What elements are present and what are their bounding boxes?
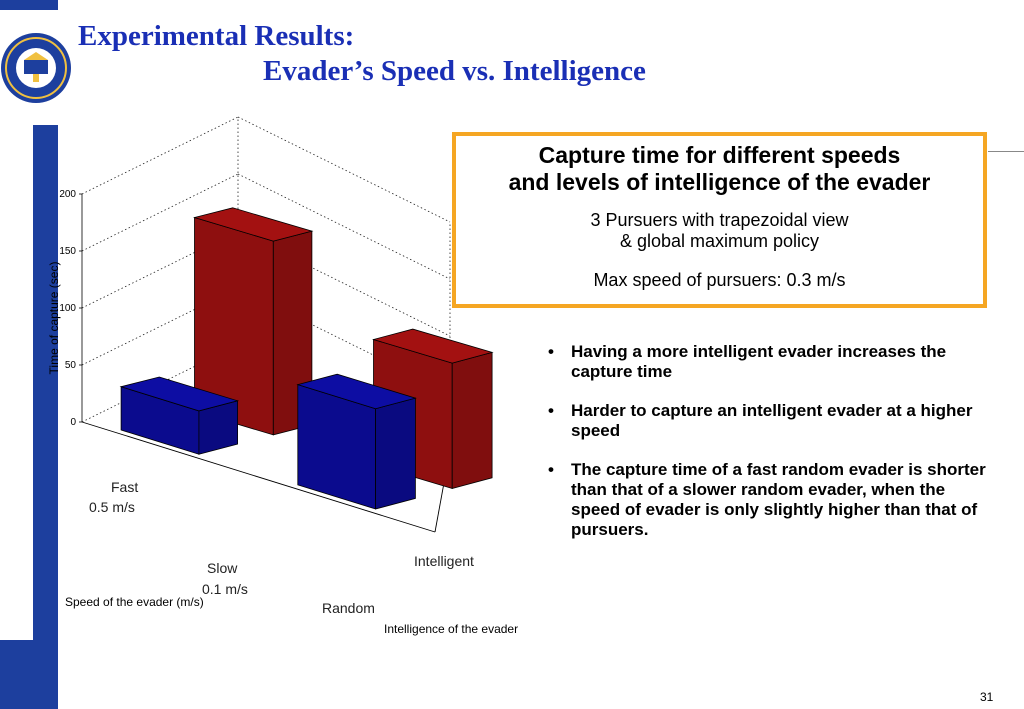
gridline-back-right	[237, 116, 451, 223]
bar-top-face	[372, 328, 494, 364]
z-tick-label: 100	[59, 303, 76, 314]
bar-random-0	[119, 376, 240, 455]
intelligence-category-intelligent: Intelligent	[414, 553, 474, 569]
z-tick-label: 200	[59, 189, 76, 200]
gridline-back-left	[81, 116, 239, 195]
y-axis-label: Intelligence of the evader	[384, 622, 518, 636]
bar-top-face	[119, 376, 240, 412]
chart-z-ticks: 0 50 100 150 200	[59, 189, 82, 428]
speed-category-slow: Slow	[207, 560, 238, 576]
bar-intelligent-0	[192, 207, 314, 436]
z-tick-label: 0	[70, 417, 76, 428]
bar-side-face	[451, 351, 493, 490]
intelligence-category-random: Random	[322, 600, 375, 616]
bar-random-1	[296, 373, 417, 510]
info-sub-line-2: & global maximum policy	[619, 231, 820, 251]
info-pursuer-speed: Max speed of pursuers: 0.3 m/s	[593, 270, 846, 290]
chart-bars	[119, 207, 494, 510]
bar-side-face	[375, 397, 416, 510]
slide-title-line-1: Experimental Results:	[78, 20, 355, 52]
header-rule	[988, 151, 1024, 152]
gridline-back-left	[81, 173, 239, 252]
slide-title-line-2: Evader’s Speed vs. Intelligence	[263, 55, 646, 87]
bar-top-face	[296, 373, 417, 410]
bullet-list: Having a more intelligent evader increas…	[548, 342, 998, 559]
z-tick-label: 50	[65, 360, 77, 371]
speed-category-slow-value: 0.1 m/s	[202, 581, 248, 597]
info-box: Capture time for different speeds and le…	[452, 132, 987, 308]
x-axis-label: Speed of the evader (m/s)	[65, 595, 204, 609]
z-tick-label: 150	[59, 246, 76, 257]
bar-top-face	[192, 207, 314, 242]
z-axis-label: Time of capture (sec)	[47, 262, 61, 375]
speed-category-fast: Fast	[111, 479, 138, 495]
gridline-back-right	[237, 173, 451, 280]
info-heading-line-2: and levels of intelligence of the evader	[508, 169, 931, 195]
gridline-back-right	[237, 230, 451, 337]
bullet-item: Harder to capture an intelligent evader …	[548, 401, 998, 441]
side-bar-inner-panel	[0, 125, 33, 640]
info-sub-line-1: 3 Pursuers with trapezoidal view	[590, 210, 849, 230]
capture-time-3d-bar-chart: 0 50 100 150 200 Time of capture (sec) Speed…	[47, 116, 518, 636]
bullet-item: Having a more intelligent evader increas…	[548, 342, 998, 382]
university-seal-logo	[1, 33, 71, 103]
page-number: 31	[980, 690, 994, 704]
speed-category-fast-value: 0.5 m/s	[89, 499, 135, 515]
info-heading-line-1: Capture time for different speeds	[538, 142, 901, 168]
floor-front-edge	[81, 421, 436, 533]
bullet-item: The capture time of a fast random evader…	[548, 460, 998, 540]
